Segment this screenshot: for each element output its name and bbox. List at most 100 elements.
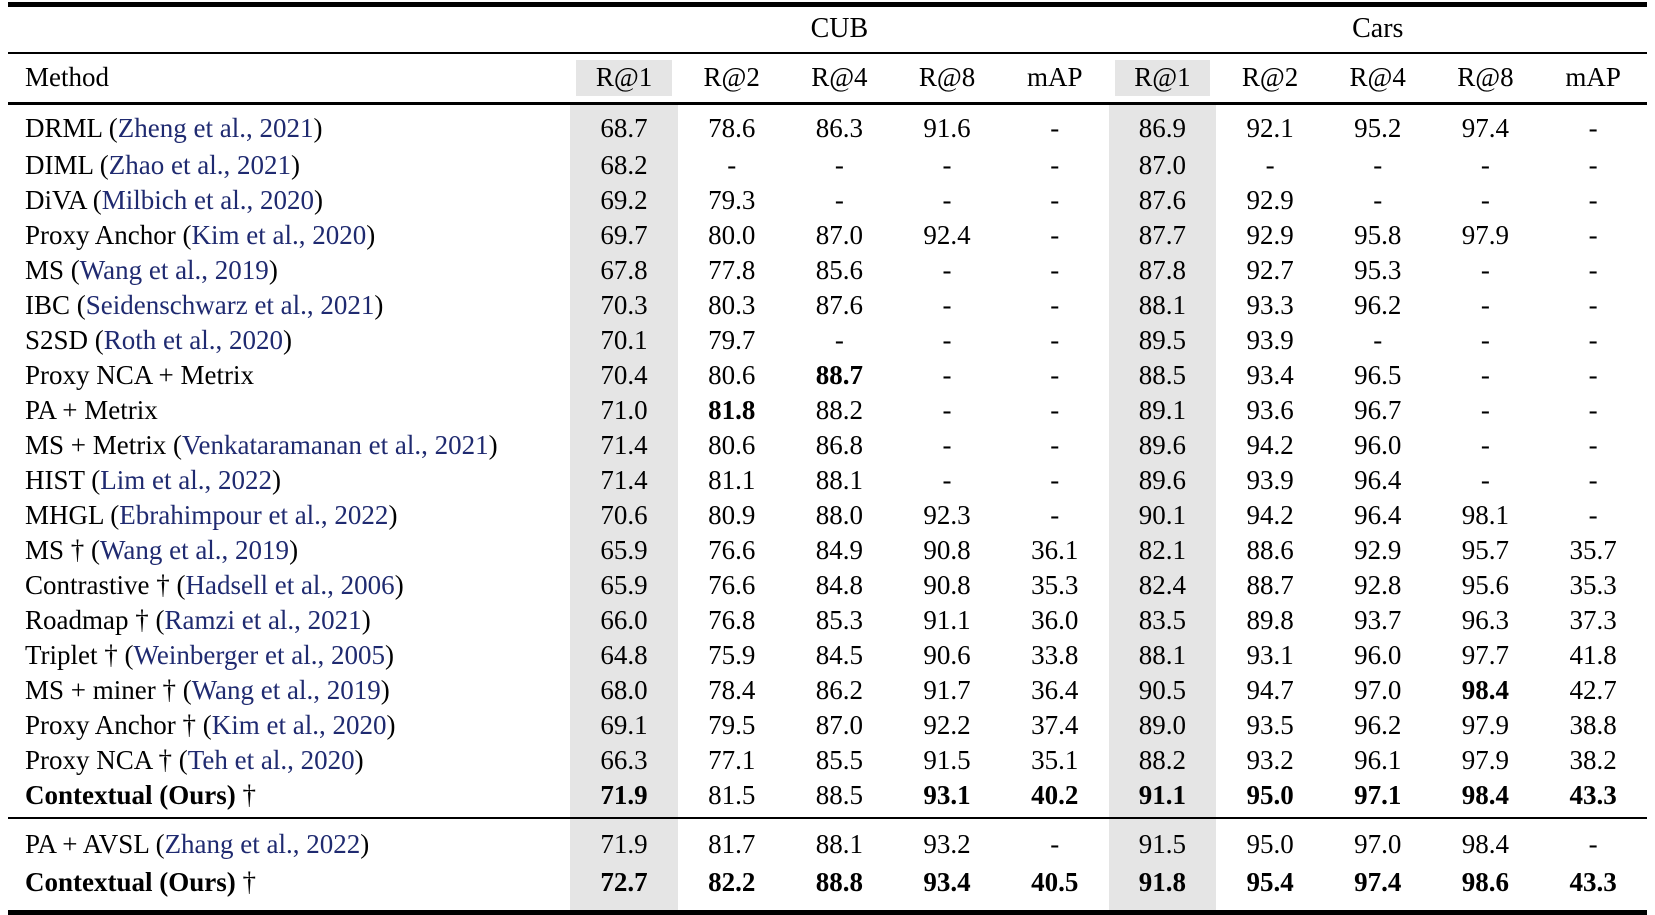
value-cell: 85.3: [815, 604, 863, 635]
value-cell: -: [1265, 149, 1275, 180]
method-cell: Roadmap † (Ramzi et al., 2021): [25, 604, 371, 635]
citation-link[interactable]: Milbich et al., 2020: [101, 184, 314, 215]
value-cell: 70.1: [570, 323, 678, 358]
citation-link[interactable]: Ebrahimpour et al., 2022: [119, 499, 389, 530]
method-name: MS: [25, 254, 65, 285]
value-cell: -: [1050, 464, 1060, 495]
table-row: PA + Metrix 71.0 81.8 88.2 - - 89.1 93.6 96.7 - -: [8, 393, 1647, 428]
value-cell: 81.7: [677, 817, 786, 864]
value-cell: 66.0: [570, 603, 678, 638]
citation-link[interactable]: Ramzi et al., 2021: [164, 604, 362, 635]
value-cell: 94.7: [1246, 674, 1294, 705]
value-cell: -: [1588, 464, 1598, 495]
value-cell: 95.4: [1246, 867, 1294, 898]
value-cell: 88.7: [815, 359, 863, 390]
value-cell: 77.8: [708, 254, 756, 285]
value-cell: 98.6: [1461, 867, 1510, 898]
value-cell: 89.1: [1108, 393, 1217, 428]
citation-link[interactable]: Weinberger et al., 2005: [133, 639, 386, 670]
citation-link[interactable]: Hadsell et al., 2006: [185, 569, 395, 600]
value-cell: 91.1: [923, 604, 971, 635]
citation-link[interactable]: Lim et al., 2022: [100, 464, 272, 495]
citation-link[interactable]: Zheng et al., 2021: [117, 113, 314, 144]
method-name: IBC: [25, 289, 71, 320]
value-cell: 72.7: [570, 864, 678, 913]
citation-link[interactable]: Wang et al., 2019: [79, 254, 269, 285]
value-cell: 90.5: [1108, 673, 1217, 708]
method-cell: PA + Metrix: [8, 393, 570, 428]
value-cell: 69.7: [570, 218, 678, 253]
value-cell: 93.4: [923, 867, 971, 898]
value-cell: 70.3: [570, 288, 678, 323]
table-row: DiVA (Milbich et al., 2020) 69.2 79.3 - - - 87…: [8, 183, 1647, 218]
citation-link[interactable]: Wang et al., 2019: [100, 534, 290, 565]
value-cell: 91.8: [1108, 864, 1217, 913]
method-cell: Proxy NCA † (Teh et al., 2020): [25, 744, 364, 775]
value-cell: 88.7: [1246, 569, 1294, 600]
method-cell: Proxy NCA + Metrix: [8, 358, 570, 393]
value-cell: 88.8: [815, 867, 863, 898]
value-cell: 88.1: [1108, 638, 1217, 673]
value-cell: 76.6: [708, 569, 756, 600]
value-cell: 80.0: [708, 219, 756, 250]
citation-link[interactable]: Teh et al., 2020: [187, 744, 355, 775]
value-cell: 90.8: [923, 534, 971, 565]
value-cell: 81.8: [708, 394, 756, 425]
value-cell: 65.9: [570, 533, 678, 568]
value-cell: 92.8: [1354, 569, 1402, 600]
method-cell: DRML (Zheng et al., 2021): [25, 113, 323, 144]
method-cell: MS + miner † (Wang et al., 2019): [25, 674, 390, 705]
value-cell: 91.6: [923, 113, 971, 144]
citation-link[interactable]: Kim et al., 2020: [211, 709, 387, 740]
value-cell: -: [1480, 394, 1490, 425]
method-name: PA + Metrix: [25, 394, 158, 425]
citation-link[interactable]: Kim et al., 2020: [191, 219, 367, 250]
value-cell: -: [1050, 394, 1060, 425]
value-cell: -: [1480, 149, 1490, 180]
value-cell: -: [942, 184, 952, 215]
value-cell: 97.0: [1354, 674, 1402, 705]
method-cell: HIST (Lim et al., 2022): [25, 464, 281, 495]
citation-link[interactable]: Seidenschwarz et al., 2021: [85, 289, 375, 320]
value-cell: -: [1588, 149, 1598, 180]
table-row: Proxy Anchor (Kim et al., 2020) 69.7 80.0 8…: [8, 218, 1647, 253]
value-cell: 70.6: [570, 498, 678, 533]
citation-link[interactable]: Venkataramanan et al., 2021: [182, 429, 489, 460]
value-cell: 93.7: [1354, 604, 1402, 635]
value-cell: 88.2: [815, 394, 863, 425]
table-row: Contextual (Ours) † 72.7 82.2 88.8 93.4 40.5 9…: [8, 864, 1647, 913]
value-cell: 86.8: [815, 429, 863, 460]
value-cell: 98.4: [1461, 779, 1510, 810]
value-cell: -: [942, 359, 952, 390]
value-cell: 90.6: [923, 639, 971, 670]
value-cell: -: [1373, 324, 1383, 355]
table-row: MS † (Wang et al., 2019) 65.9 76.6 84.9 90.8…: [8, 533, 1647, 568]
value-cell: 80.9: [708, 499, 756, 530]
col-header-cub-r8: R@8: [893, 53, 1001, 105]
value-cell: 88.5: [815, 779, 863, 810]
citation-link[interactable]: Wang et al., 2019: [191, 674, 381, 705]
value-cell: 76.6: [708, 534, 756, 565]
value-cell: 96.4: [1354, 464, 1402, 495]
method-cell: MS + Metrix (Venkataramanan et al., 2021…: [25, 429, 498, 460]
value-cell: -: [1050, 289, 1060, 320]
value-cell: 88.1: [815, 464, 863, 495]
method-name: Contrastive †: [25, 569, 170, 600]
value-cell: -: [1588, 429, 1598, 460]
value-cell: -: [942, 149, 952, 180]
table-row: IBC (Seidenschwarz et al., 2021) 70.3 80.3…: [8, 288, 1647, 323]
method-cell: MS † (Wang et al., 2019): [25, 534, 299, 565]
method-cell: DIML (Zhao et al., 2021): [25, 149, 300, 180]
table-row: DIML (Zhao et al., 2021) 68.2 - - - - 87.0 - - - -: [8, 148, 1647, 183]
value-cell: 86.2: [815, 674, 863, 705]
col-header-cub-r4: R@4: [785, 53, 894, 105]
method-name: HIST: [25, 464, 85, 495]
value-cell: 67.8: [570, 253, 678, 288]
citation-link[interactable]: Roth et al., 2020: [103, 324, 284, 355]
value-cell: 71.9: [570, 817, 678, 864]
table-row: DRML (Zheng et al., 2021) 68.7 78.6 86.3 91.…: [8, 103, 1647, 148]
value-cell: -: [1588, 184, 1598, 215]
citation-link[interactable]: Zhao et al., 2021: [108, 149, 291, 180]
value-cell: 93.1: [923, 779, 971, 810]
citation-link[interactable]: Zhang et al., 2022: [164, 829, 361, 860]
